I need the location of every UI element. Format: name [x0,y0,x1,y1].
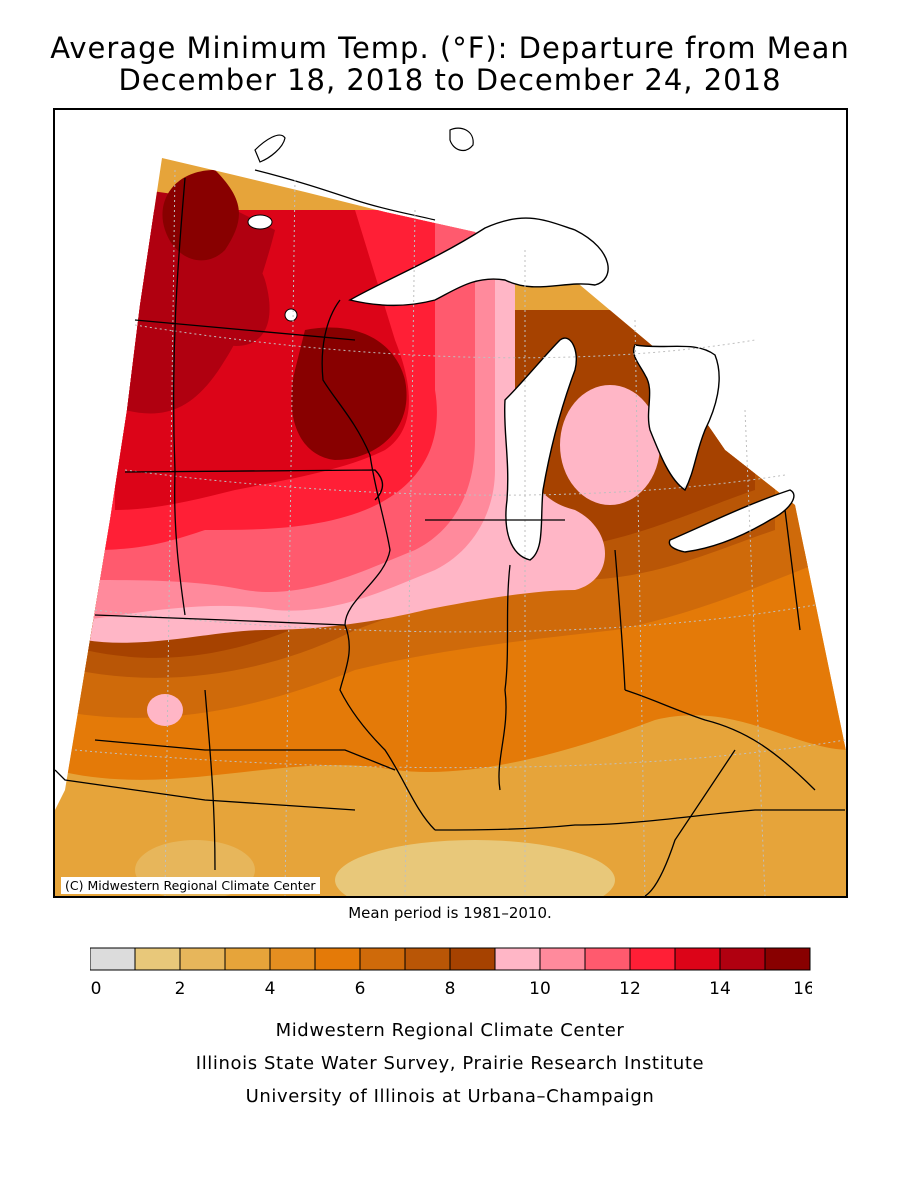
legend-tick-label: 10 [529,979,551,999]
legend-swatch-3 [224,947,271,971]
map-date-range: December 18, 2018 to December 24, 2018 [118,63,782,97]
legend-swatch-0 [90,947,136,971]
anomaly-band-15-16 [291,327,407,460]
legend-swatch-12 [629,947,676,971]
legend-tick-label: 8 [445,979,456,999]
map-copyright: (C) Midwestern Regional Climate Center [61,877,320,894]
anomaly-band-1-2 [335,840,615,896]
legend-tick-label: 14 [709,979,731,999]
red-lake [284,308,298,322]
legend-tick-label: 4 [265,979,276,999]
mean-period-note: Mean period is 1981–2010. [348,904,552,922]
lake-nipigon-area [254,134,286,163]
color-legend: 0 2 4 6 8 10 12 14 16 [90,947,812,999]
legend-tick-label: 16 [793,979,812,999]
legend-swatch-4 [269,947,316,971]
lake-huron [633,344,720,492]
lake-superior [348,217,609,306]
legend-tick-label: 0 [91,979,102,999]
legend-swatch-15 [764,947,811,971]
anomaly-michigan-9-10 [560,385,660,505]
legend-swatch-11 [584,947,631,971]
legend-tick-label: 2 [175,979,186,999]
anomaly-spot-9-10 [147,694,183,726]
legend-swatch-7 [404,947,451,971]
lat-lon-grid [74,169,846,896]
legend-swatch-9 [494,947,541,971]
lake-michigan [503,337,577,561]
credit-mrcc: Midwestern Regional Climate Center [275,1020,625,1041]
canada-shoreline [254,169,436,221]
legend-swatch-14 [719,947,766,971]
legend-swatch-2 [179,947,226,971]
legend-swatch-8 [449,947,496,971]
anomaly-map [55,127,846,896]
anomaly-band-14-15-b [178,237,270,346]
northern-lake [449,127,474,152]
legend-scale: 0 2 4 6 8 10 12 14 16 [90,947,812,999]
state-boundaries [55,177,845,896]
lake-of-the-woods [247,214,273,230]
legend-swatch-13 [674,947,721,971]
legend-swatch-1 [134,947,181,971]
legend-tick-label: 6 [355,979,366,999]
legend-swatch-5 [314,947,361,971]
lake-erie [668,489,795,553]
credit-uiuc: University of Illinois at Urbana–Champai… [245,1086,655,1107]
legend-swatch-10 [539,947,586,971]
legend-tick-label: 12 [619,979,641,999]
credit-isws: Illinois State Water Survey, Prairie Res… [195,1053,705,1074]
legend-swatch-6 [359,947,406,971]
map-title: Average Minimum Temp. (°F): Departure fr… [50,31,850,65]
anomaly-band-15-16-b [162,170,239,261]
map-panel: (C) Midwestern Regional Climate Center [53,108,848,898]
